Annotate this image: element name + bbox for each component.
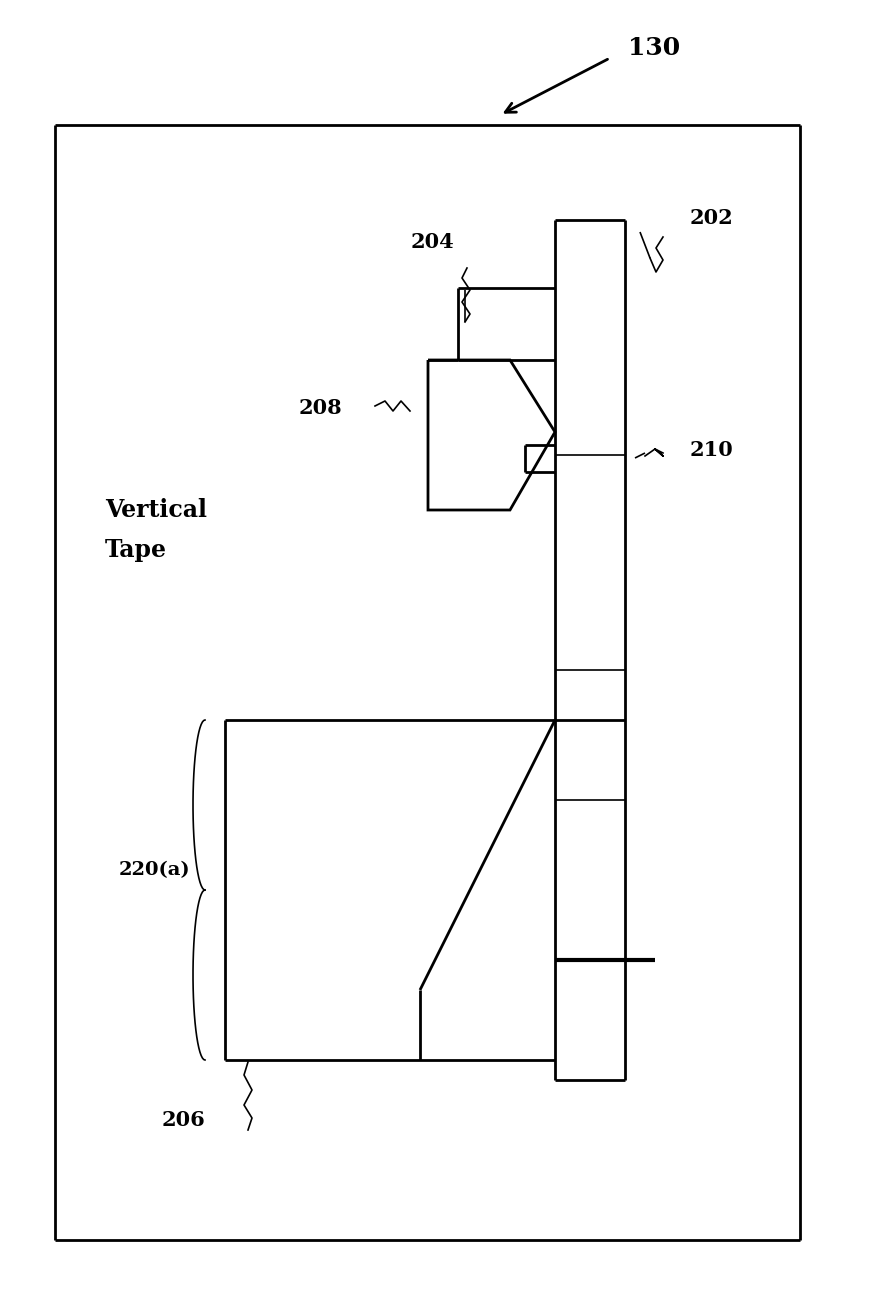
Text: Tape: Tape — [105, 538, 167, 562]
Text: 210: 210 — [690, 439, 734, 460]
Text: 220(a): 220(a) — [119, 861, 190, 879]
Text: 206: 206 — [162, 1110, 206, 1130]
Text: 208: 208 — [298, 398, 341, 419]
Text: Vertical: Vertical — [105, 498, 207, 522]
Text: 204: 204 — [410, 232, 454, 252]
Text: 130: 130 — [628, 37, 680, 60]
Text: 202: 202 — [690, 208, 734, 228]
